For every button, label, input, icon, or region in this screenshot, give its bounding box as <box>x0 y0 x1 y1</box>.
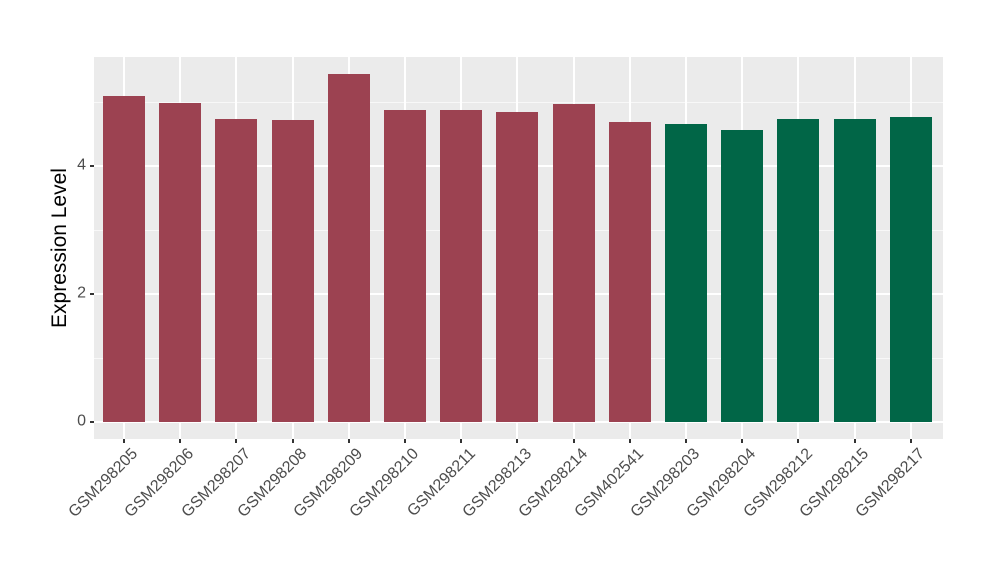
bar-GSM298210 <box>384 109 426 422</box>
x-tick-mark-GSM298209 <box>347 439 350 443</box>
bar-GSM298204 <box>721 130 764 422</box>
y-axis-title: Expression Level <box>48 168 71 328</box>
bar-GSM298208 <box>271 119 314 422</box>
bar-GSM298213 <box>496 112 539 422</box>
x-tick-mark-GSM298203 <box>685 439 687 443</box>
y-tick-label-2: 2 <box>77 284 86 302</box>
bar-GSM298206 <box>159 103 202 422</box>
x-tick-mark-GSM298211 <box>460 439 463 443</box>
bar-GSM298207 <box>215 118 258 422</box>
y-tick-label-0: 0 <box>77 412 86 430</box>
bar-GSM298217 <box>889 116 932 422</box>
y-tick-mark-4 <box>90 165 94 167</box>
bar-GSM298211 <box>440 109 483 422</box>
y-tick-mark-0 <box>90 421 94 423</box>
bar-GSM298205 <box>103 95 145 422</box>
x-tick-mark-GSM402541 <box>628 439 631 443</box>
y-tick-label-4: 4 <box>77 156 86 174</box>
x-tick-mark-GSM298212 <box>797 439 800 443</box>
x-tick-mark-GSM298217 <box>909 439 912 443</box>
bar-GSM298209 <box>327 73 370 422</box>
bar-GSM402541 <box>608 122 651 422</box>
x-tick-mark-GSM298213 <box>516 439 519 443</box>
x-tick-mark-GSM298204 <box>741 439 744 443</box>
major-gridline-y-0 <box>94 421 943 423</box>
x-tick-mark-GSM298206 <box>179 439 182 443</box>
bar-GSM298214 <box>552 103 595 422</box>
x-tick-mark-GSM298210 <box>404 439 406 443</box>
bar-GSM298203 <box>665 123 707 422</box>
plot-panel <box>94 57 943 439</box>
minor-gridline-y-5 <box>94 101 943 103</box>
x-tick-mark-GSM298205 <box>123 439 125 443</box>
bar-GSM298215 <box>833 119 876 422</box>
x-tick-mark-GSM298207 <box>235 439 238 443</box>
x-tick-mark-GSM298215 <box>853 439 856 443</box>
bar-GSM298212 <box>777 119 820 422</box>
y-tick-mark-2 <box>90 293 94 295</box>
x-tick-mark-GSM298208 <box>291 439 294 443</box>
x-tick-mark-GSM298214 <box>572 439 575 443</box>
